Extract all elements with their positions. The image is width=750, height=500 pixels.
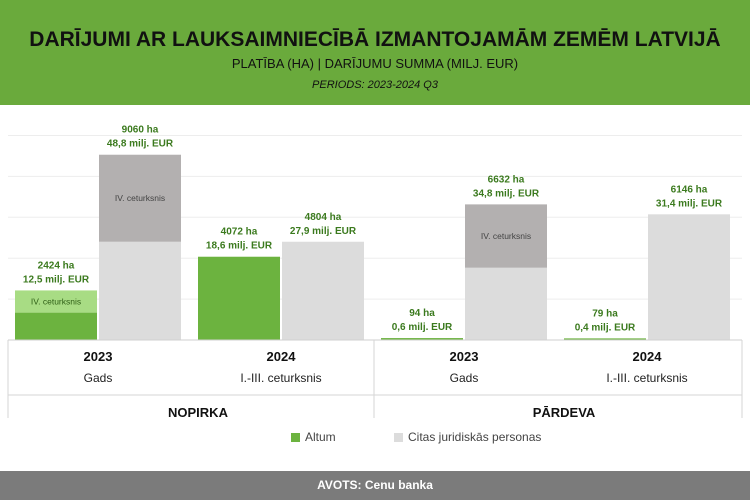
- legend-item-citas: Citas juridiskās personas: [394, 430, 541, 444]
- bar-chart: IV. ceturksnis 2424 ha 12,5 milj. EUR IV. c…: [7, 125, 743, 420]
- chart-subtitle: PLATĪBA (HA) | DARĪJUMU SUMMA (MILJ. EUR…: [231, 56, 519, 71]
- chart-header: DARĪJUMI AR LAUKSAIMNIECĪBĀ IZMANTOJAMĀM…: [0, 0, 750, 105]
- data-label-ha: 2424 ha: [38, 260, 75, 271]
- data-label-eur: 18,6 milj. EUR: [206, 241, 273, 252]
- data-label-ha: 79 ha: [592, 308, 618, 319]
- data-label-ha: 6632 ha: [488, 174, 525, 185]
- period-sub-label: I.-III. ceturksnis: [240, 371, 321, 385]
- q4-label: IV. ceturksnis: [481, 231, 531, 241]
- bar-altum: [564, 338, 646, 340]
- bar-citas: [282, 241, 364, 340]
- data-label-eur: 34,8 milj. EUR: [473, 188, 540, 199]
- legend-item-altum: Altum: [291, 430, 336, 444]
- group-label: NOPIRKA: [168, 405, 229, 420]
- chart-title: DARĪJUMI AR LAUKSAIMNIECĪBĀ IZMANTOJAMĀM…: [29, 28, 721, 51]
- bar-altum: [381, 338, 463, 340]
- data-label-eur: 48,8 milj. EUR: [107, 139, 174, 150]
- group-label: PĀRDEVA: [533, 405, 596, 420]
- period-year-label: 2024: [267, 349, 297, 364]
- data-label-ha: 4804 ha: [305, 212, 342, 223]
- period-year-label: 2024: [633, 349, 663, 364]
- bar-citas: [648, 214, 730, 340]
- data-label-eur: 31,4 milj. EUR: [656, 198, 723, 209]
- data-label-ha: 9060 ha: [122, 125, 159, 136]
- source-footer: AVOTS: Cenu banka: [0, 471, 750, 500]
- bar-citas: [465, 267, 547, 340]
- source-text: AVOTS: Cenu banka: [317, 478, 433, 492]
- legend-label-altum: Altum: [305, 430, 336, 444]
- bar-segment-q4: [99, 154, 181, 242]
- data-label-eur: 0,4 milj. EUR: [575, 322, 636, 333]
- data-label-ha: 6146 ha: [671, 184, 708, 195]
- data-label-ha: 4072 ha: [221, 227, 258, 238]
- bar-altum: [15, 312, 97, 340]
- bar-altum: [198, 256, 280, 340]
- data-label-eur: 0,6 milj. EUR: [392, 322, 453, 333]
- q4-label: IV. ceturksnis: [115, 193, 165, 203]
- data-label-eur: 27,9 milj. EUR: [290, 226, 357, 237]
- period-sub-label: Gads: [84, 371, 113, 385]
- chart-legend: Altum Citas juridiskās personas: [0, 430, 750, 446]
- legend-swatch-citas: [394, 433, 403, 442]
- period-sub-label: I.-III. ceturksnis: [606, 371, 687, 385]
- q4-label: IV. ceturksnis: [31, 297, 81, 307]
- bar-segment-q4: [465, 204, 547, 268]
- data-label-eur: 12,5 milj. EUR: [23, 274, 90, 285]
- period-year-label: 2023: [450, 349, 479, 364]
- legend-label-citas: Citas juridiskās personas: [408, 430, 542, 444]
- bar-citas: [99, 241, 181, 340]
- legend-swatch-altum: [291, 433, 300, 442]
- chart-period: PERIODS: 2023-2024 Q3: [312, 79, 438, 91]
- bar-segment-q4: [15, 290, 97, 313]
- period-sub-label: Gads: [450, 371, 479, 385]
- period-year-label: 2023: [84, 349, 113, 364]
- data-label-ha: 94 ha: [409, 308, 435, 319]
